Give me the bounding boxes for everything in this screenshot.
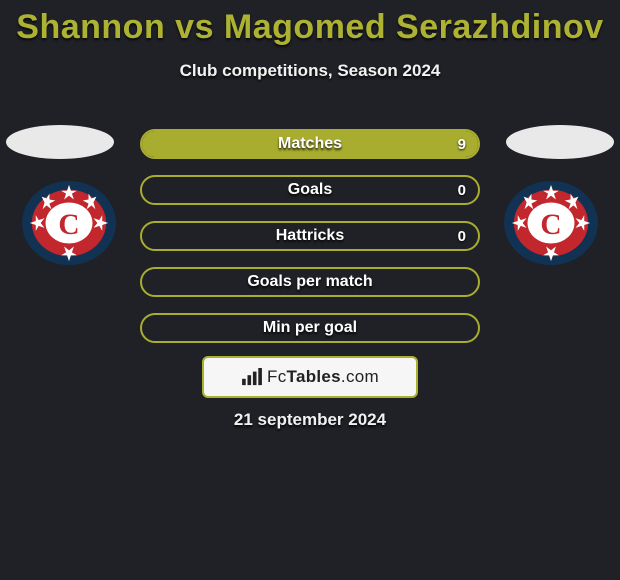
fctables-brand-box: FcTables.com bbox=[202, 356, 418, 398]
brand-text: FcTables.com bbox=[267, 367, 379, 387]
player-right-silhouette bbox=[506, 125, 614, 159]
chicago-fire-logo-icon: C bbox=[20, 179, 118, 267]
stat-value-right: 9 bbox=[458, 131, 466, 157]
brand-prefix: Fc bbox=[267, 367, 286, 386]
stat-row: Goals0 bbox=[140, 175, 480, 205]
footer-date: 21 september 2024 bbox=[0, 410, 620, 430]
bar-chart-icon bbox=[241, 368, 263, 386]
svg-text:C: C bbox=[58, 209, 79, 241]
stat-row: Min per goal bbox=[140, 313, 480, 343]
brand-strong: Tables bbox=[287, 367, 341, 386]
page-title: Shannon vs Magomed Serazhdinov bbox=[0, 0, 620, 47]
stat-bars: Matches9Goals0Hattricks0Goals per matchM… bbox=[140, 129, 480, 359]
page-subtitle: Club competitions, Season 2024 bbox=[0, 61, 620, 81]
stat-row: Matches9 bbox=[140, 129, 480, 159]
player-left-silhouette bbox=[6, 125, 114, 159]
stat-value-right: 0 bbox=[458, 223, 466, 249]
stat-label: Matches bbox=[142, 131, 478, 157]
stat-label: Hattricks bbox=[142, 223, 478, 249]
club-badge-left: C bbox=[20, 179, 118, 267]
brand-suffix: .com bbox=[341, 367, 379, 386]
club-badge-right: C bbox=[502, 179, 600, 267]
stat-row: Hattricks0 bbox=[140, 221, 480, 251]
stat-value-right: 0 bbox=[458, 177, 466, 203]
stat-row: Goals per match bbox=[140, 267, 480, 297]
stat-label: Goals per match bbox=[142, 269, 478, 295]
stat-label: Min per goal bbox=[142, 315, 478, 341]
chicago-fire-logo-icon: C bbox=[502, 179, 600, 267]
stat-label: Goals bbox=[142, 177, 478, 203]
svg-text:C: C bbox=[540, 209, 561, 241]
